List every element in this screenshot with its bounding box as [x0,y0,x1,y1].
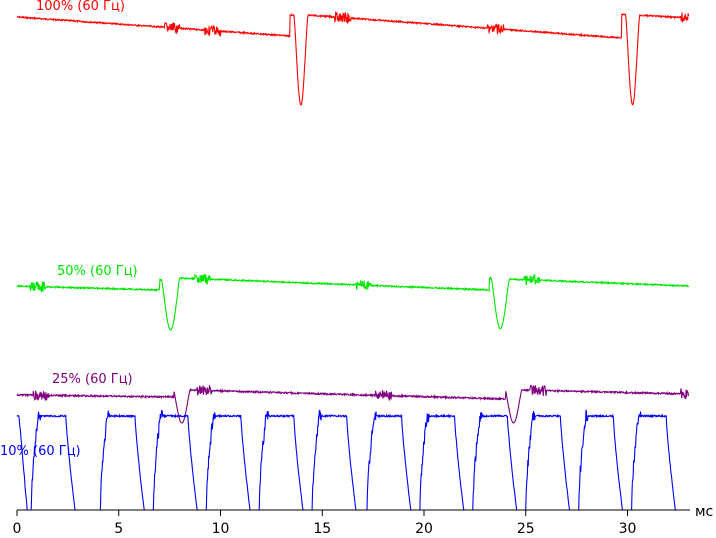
x-tick-label: 10 [212,521,230,537]
trace-10 [16,409,689,511]
series-label-10: 10% (60 Гц) [0,444,81,459]
x-unit-label: мс [695,504,713,520]
x-tick-label: 5 [114,521,123,537]
x-tick-label: 25 [517,521,535,537]
trace-100 [16,11,690,106]
series-labels: 100% (60 Гц) 50% (60 Гц) 25% (60 Гц) 10%… [0,0,138,459]
x-tick-label: 30 [619,521,637,537]
trace-50 [16,273,689,331]
series-label-50: 50% (60 Гц) [57,264,138,279]
traces [16,11,690,511]
x-tick-label: 20 [415,521,433,537]
x-tick-label: 15 [313,521,331,537]
trace-25 [16,384,690,424]
x-ticks: 0 5 10 15 20 25 30 [13,510,637,537]
series-label-25: 25% (60 Гц) [52,372,133,387]
x-tick-label: 0 [13,521,22,537]
series-label-100: 100% (60 Гц) [36,0,125,14]
